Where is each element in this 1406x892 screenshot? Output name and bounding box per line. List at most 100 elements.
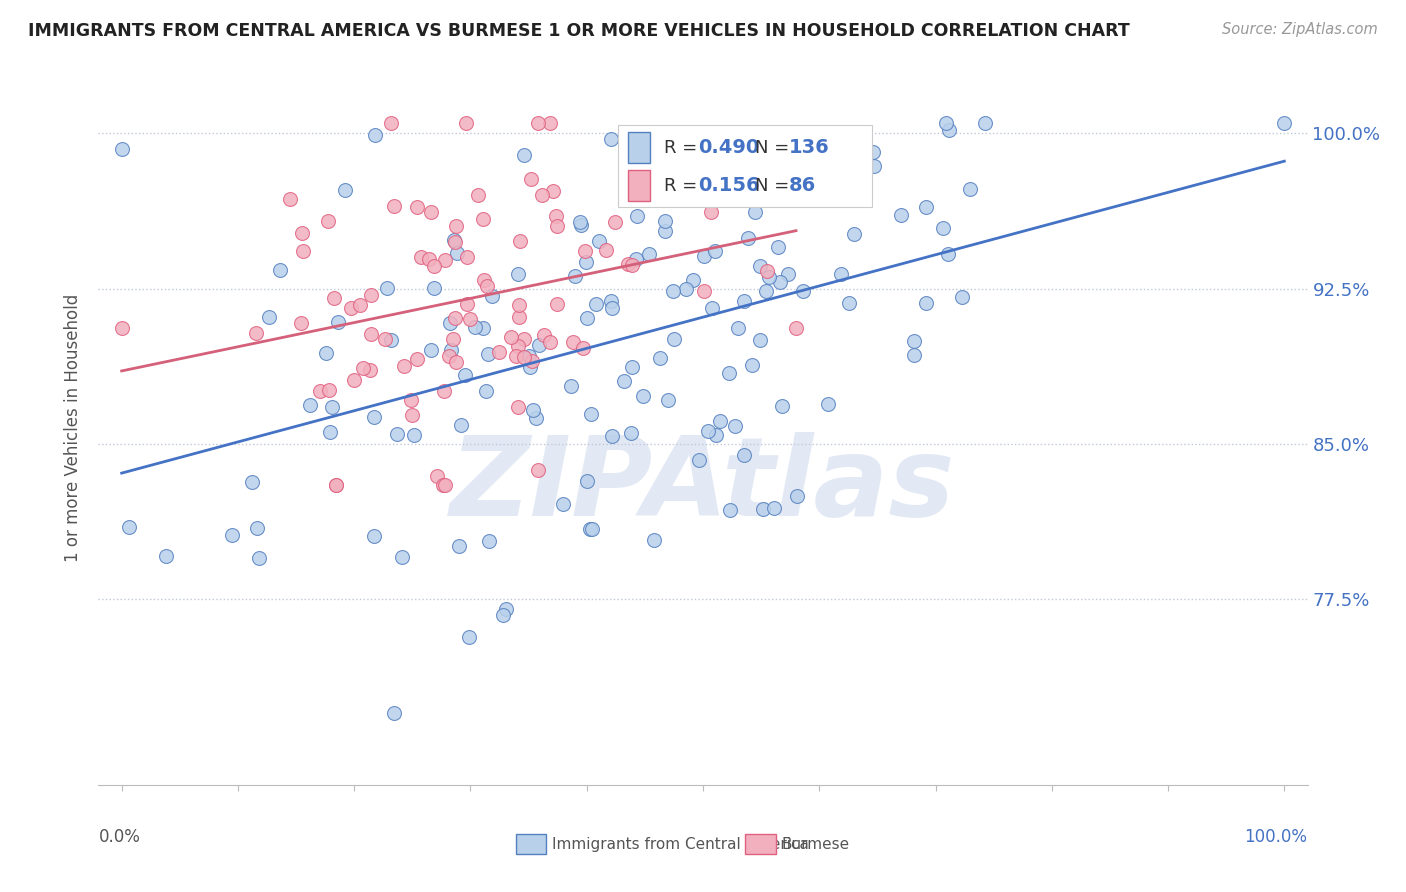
Point xyxy=(778,267,800,281)
Point xyxy=(364,128,387,143)
Point xyxy=(761,185,783,199)
Point xyxy=(380,333,402,347)
Point xyxy=(495,601,517,615)
Point xyxy=(458,312,481,326)
Point xyxy=(792,284,814,298)
Point xyxy=(522,403,544,417)
Point xyxy=(688,177,710,191)
Point xyxy=(399,393,422,408)
Point xyxy=(648,351,671,365)
Point xyxy=(363,410,385,425)
Text: R =: R = xyxy=(664,177,703,194)
Point xyxy=(443,310,465,325)
Point xyxy=(508,267,530,281)
Text: 0.490: 0.490 xyxy=(699,138,759,157)
Point xyxy=(915,296,938,310)
Point xyxy=(915,200,938,214)
Point xyxy=(605,214,627,228)
Point xyxy=(406,351,429,366)
Point xyxy=(817,397,839,411)
Point xyxy=(439,316,461,330)
Point xyxy=(844,227,866,241)
Point xyxy=(291,226,314,240)
Point xyxy=(568,215,591,229)
Point xyxy=(770,399,793,413)
Point xyxy=(457,630,479,644)
Point xyxy=(517,349,540,363)
Point xyxy=(318,384,340,398)
Point xyxy=(631,389,654,403)
Point xyxy=(621,360,644,375)
Point xyxy=(240,475,263,489)
Point xyxy=(959,181,981,195)
Point xyxy=(321,400,343,414)
Point xyxy=(488,344,510,359)
Point xyxy=(333,183,356,197)
Point xyxy=(654,223,676,237)
Point xyxy=(444,235,467,250)
Point xyxy=(718,366,741,380)
Point xyxy=(572,341,595,355)
Point xyxy=(585,297,607,311)
Point xyxy=(675,282,697,296)
Point xyxy=(744,204,766,219)
Point xyxy=(575,255,598,269)
Point xyxy=(950,290,973,304)
Point xyxy=(530,188,553,202)
Point xyxy=(600,131,623,145)
Point xyxy=(725,135,748,149)
Point xyxy=(574,244,596,258)
Point xyxy=(693,249,716,263)
Point xyxy=(553,497,575,511)
Point xyxy=(508,310,530,324)
Point xyxy=(481,289,503,303)
Point xyxy=(269,263,291,277)
Point xyxy=(527,337,550,351)
Text: N =: N = xyxy=(755,177,794,194)
Point xyxy=(752,501,775,516)
Point xyxy=(541,184,564,198)
Point xyxy=(595,243,617,257)
Point xyxy=(257,310,280,325)
Point xyxy=(155,549,177,564)
Point xyxy=(935,116,957,130)
Point xyxy=(509,234,531,248)
Point xyxy=(890,208,912,222)
Point xyxy=(492,608,515,623)
Point xyxy=(325,478,347,492)
Point xyxy=(576,311,599,326)
Point xyxy=(709,414,731,428)
Point xyxy=(524,410,547,425)
Point xyxy=(278,192,301,206)
Point xyxy=(733,448,755,462)
Point xyxy=(564,269,586,284)
Point xyxy=(657,393,679,408)
Point xyxy=(626,209,648,223)
Text: 136: 136 xyxy=(789,138,830,157)
Point xyxy=(936,247,959,261)
Point xyxy=(450,417,472,432)
Point xyxy=(374,332,396,346)
Point xyxy=(561,334,583,349)
Text: R =: R = xyxy=(664,139,703,157)
Point xyxy=(326,315,349,329)
FancyBboxPatch shape xyxy=(628,169,650,202)
Point xyxy=(419,343,441,358)
Point xyxy=(638,247,661,261)
Point xyxy=(385,427,408,442)
Text: 86: 86 xyxy=(789,176,815,195)
Point xyxy=(343,373,366,387)
Point xyxy=(418,252,440,267)
Text: N =: N = xyxy=(755,139,794,157)
Point xyxy=(974,116,997,130)
Point xyxy=(662,164,685,178)
Point xyxy=(718,503,741,517)
FancyBboxPatch shape xyxy=(745,834,776,855)
Point xyxy=(621,258,644,272)
Point xyxy=(749,260,772,274)
Point xyxy=(756,264,779,278)
Point xyxy=(292,244,315,259)
Point xyxy=(830,267,852,281)
Point xyxy=(349,297,371,311)
Point xyxy=(472,273,495,287)
